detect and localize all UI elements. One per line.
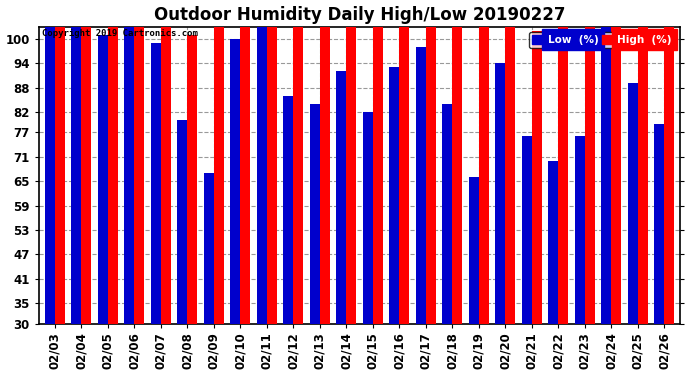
Bar — [310, 104, 320, 324]
Text: Copyright 2019 Cartronics.com: Copyright 2019 Cartronics.com — [42, 30, 198, 39]
Bar — [293, 0, 304, 324]
Bar — [479, 0, 489, 324]
Bar — [230, 39, 240, 324]
Bar — [373, 2, 383, 324]
Bar — [628, 84, 638, 324]
Bar — [81, 0, 92, 324]
Bar — [664, 0, 674, 324]
Bar — [532, 31, 542, 324]
Legend: Low  (%), High  (%): Low (%), High (%) — [529, 32, 675, 48]
Bar — [98, 34, 108, 324]
Bar — [257, 0, 267, 324]
Bar — [135, 0, 144, 324]
Bar — [55, 0, 65, 324]
Bar — [188, 34, 197, 324]
Bar — [575, 136, 585, 324]
Bar — [453, 0, 462, 324]
Bar — [336, 71, 346, 324]
Bar — [124, 0, 135, 324]
Bar — [426, 0, 436, 324]
Bar — [549, 161, 558, 324]
Bar — [522, 136, 532, 324]
Bar — [442, 104, 453, 324]
Bar — [320, 0, 330, 324]
Bar — [363, 112, 373, 324]
Bar — [638, 0, 648, 324]
Bar — [240, 0, 250, 324]
Bar — [601, 14, 611, 324]
Bar — [469, 177, 479, 324]
Bar — [611, 0, 622, 324]
Bar — [214, 10, 224, 324]
Bar — [558, 0, 569, 324]
Bar — [400, 2, 409, 324]
Bar — [177, 120, 188, 324]
Bar — [161, 0, 171, 324]
Bar — [585, 0, 595, 324]
Bar — [71, 14, 81, 324]
Bar — [204, 173, 214, 324]
Bar — [495, 63, 505, 324]
Bar — [389, 67, 400, 324]
Title: Outdoor Humidity Daily High/Low 20190227: Outdoor Humidity Daily High/Low 20190227 — [154, 6, 565, 24]
Bar — [346, 0, 357, 324]
Bar — [416, 47, 426, 324]
Bar — [284, 96, 293, 324]
Bar — [151, 43, 161, 324]
Bar — [45, 0, 55, 324]
Bar — [108, 0, 118, 324]
Bar — [267, 0, 277, 324]
Bar — [505, 0, 515, 324]
Bar — [654, 124, 664, 324]
